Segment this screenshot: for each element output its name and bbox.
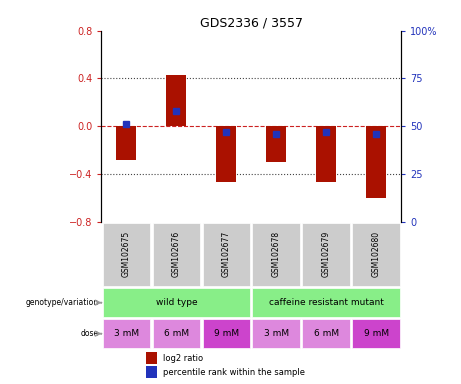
Text: 3 mM: 3 mM (264, 329, 289, 338)
Text: GSM102678: GSM102678 (272, 231, 281, 277)
Text: GSM102675: GSM102675 (122, 231, 131, 278)
Bar (302, 319, 350, 348)
Text: 9 mM: 9 mM (364, 329, 389, 338)
Text: percentile rank within the sample: percentile rank within the sample (163, 367, 305, 377)
Text: log2 ratio: log2 ratio (163, 354, 203, 363)
Text: genotype/variation: genotype/variation (25, 298, 99, 307)
Text: GSM102677: GSM102677 (222, 231, 231, 278)
Bar (253, 288, 400, 317)
Bar (253, 319, 300, 348)
Bar (103, 223, 150, 286)
Text: dose: dose (80, 329, 99, 338)
Bar (202, 223, 250, 286)
Bar (352, 319, 400, 348)
Bar (116, 126, 136, 159)
Bar (103, 288, 250, 317)
Bar (146, 352, 157, 364)
Bar (166, 75, 186, 126)
Bar (216, 126, 236, 182)
Text: 6 mM: 6 mM (313, 329, 339, 338)
Bar (103, 319, 150, 348)
Text: GSM102680: GSM102680 (372, 231, 381, 277)
Bar (366, 126, 386, 198)
Bar (202, 319, 250, 348)
Text: wild type: wild type (155, 298, 197, 307)
Text: GSM102679: GSM102679 (322, 231, 331, 278)
Text: GSM102676: GSM102676 (172, 231, 181, 278)
Bar (352, 223, 400, 286)
Text: 3 mM: 3 mM (114, 329, 139, 338)
Bar (146, 366, 157, 378)
Bar (153, 319, 200, 348)
Bar (316, 126, 336, 182)
Text: 9 mM: 9 mM (214, 329, 239, 338)
Bar (266, 126, 286, 162)
Bar (302, 223, 350, 286)
Bar (253, 223, 300, 286)
Text: 6 mM: 6 mM (164, 329, 189, 338)
Text: caffeine resistant mutant: caffeine resistant mutant (269, 298, 384, 307)
Bar (153, 223, 200, 286)
Title: GDS2336 / 3557: GDS2336 / 3557 (200, 17, 303, 30)
